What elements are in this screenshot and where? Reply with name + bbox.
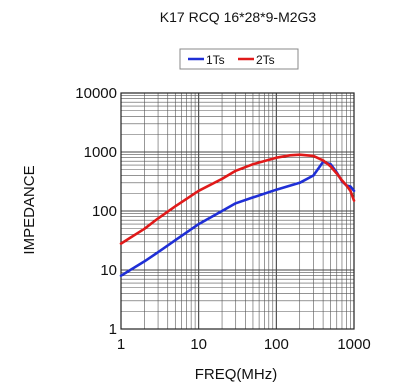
y-tick-label: 10 [100, 262, 117, 279]
y-tick-labels: 1 10 100 1000 10000 [75, 85, 117, 338]
y-tick-label: 1000 [84, 144, 117, 161]
y-tick-label: 1 [109, 321, 117, 338]
legend-label-2ts: 2Ts [256, 53, 275, 67]
y-axis-label: IMPEDANCE [21, 165, 38, 254]
x-tick-labels: 1 10 100 1000 [117, 336, 371, 353]
y-tick-label: 100 [92, 203, 117, 220]
chart-title: K17 RCQ 16*28*9-M2G3 [160, 9, 317, 25]
y-tick-label: 10000 [75, 85, 117, 102]
x-tick-label: 100 [264, 336, 289, 353]
series-line-2ts [119, 153, 356, 245]
x-axis-label: FREQ(MHz) [195, 366, 278, 383]
grid [120, 92, 355, 330]
legend-label-1ts: 1Ts [206, 53, 225, 67]
x-tick-label: 10 [190, 336, 207, 353]
legend: 1Ts 2Ts [179, 48, 299, 70]
plot-frame [120, 92, 355, 330]
x-tick-label: 1000 [337, 336, 370, 353]
series-layer [119, 153, 356, 278]
x-tick-label: 1 [117, 336, 125, 353]
